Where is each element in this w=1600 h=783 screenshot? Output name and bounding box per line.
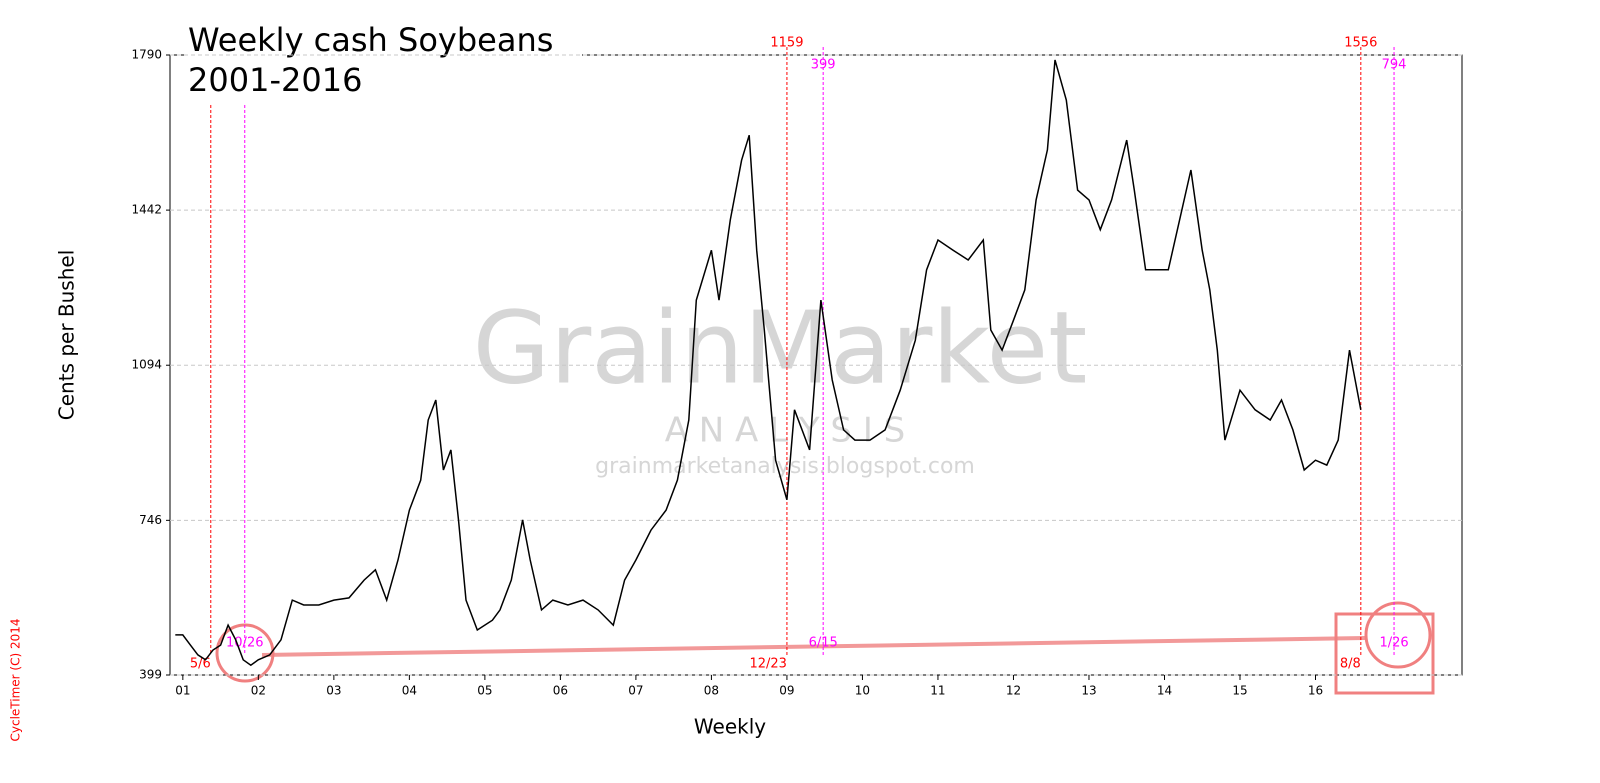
highlight-box	[1334, 612, 1435, 695]
x-tick-label: 04	[402, 684, 417, 698]
watermark: GrainMarket	[473, 289, 1088, 406]
watermark: grainmarketanalysis.blogspot.com	[595, 454, 975, 479]
price-line	[175, 59, 1362, 667]
x-tick-label: 13	[1081, 684, 1096, 698]
cycle-date: 8/8	[1340, 657, 1361, 672]
trend-line	[261, 636, 1366, 657]
watermark: A N A L Y S I S	[665, 411, 906, 451]
cycle-date: 1/26	[1379, 636, 1408, 651]
x-tick-label: 11	[930, 684, 945, 698]
x-tick-label: 08	[704, 684, 719, 698]
x-tick-label: 01	[175, 684, 190, 698]
cycle-date: 6/15	[809, 636, 838, 651]
x-tick-label: 07	[628, 684, 643, 698]
x-tick-label: 03	[326, 684, 341, 698]
x-tick-label: 14	[1157, 684, 1172, 698]
x-tick-label: 12	[1006, 684, 1021, 698]
x-tick-label: 05	[477, 684, 492, 698]
y-axis-label: Cents per Bushel	[55, 250, 79, 421]
chart-title: Weekly cash Soybeans	[188, 21, 553, 59]
cycle-date: 12/23	[749, 657, 786, 672]
cycle-value: 794	[1382, 58, 1407, 73]
x-tick-label: 10	[855, 684, 870, 698]
y-tick-label: 1094	[131, 358, 162, 372]
credit: CycleTimer (C) 2014	[9, 618, 23, 741]
highlight-circle	[1364, 601, 1432, 669]
chart-subtitle: 2001-2016	[188, 61, 362, 99]
y-tick-label: 746	[139, 513, 162, 527]
y-tick-label: 1442	[131, 203, 162, 217]
cycle-date: 10/26	[226, 636, 263, 651]
cycle-value: 1556	[1344, 36, 1377, 51]
x-tick-label: 16	[1308, 684, 1323, 698]
x-tick-label: 02	[251, 684, 266, 698]
y-tick-label: 399	[139, 668, 162, 682]
x-tick-label: 15	[1232, 684, 1247, 698]
cycle-value: 399	[811, 58, 836, 73]
cycle-value: 1159	[770, 36, 803, 51]
cycle-date: 5/6	[190, 657, 211, 672]
title-bg	[184, 20, 582, 106]
x-tick-label: 09	[779, 684, 794, 698]
x-axis-label: Weekly	[694, 715, 766, 739]
x-tick-label: 06	[553, 684, 568, 698]
y-tick-label: 1790	[131, 48, 162, 62]
